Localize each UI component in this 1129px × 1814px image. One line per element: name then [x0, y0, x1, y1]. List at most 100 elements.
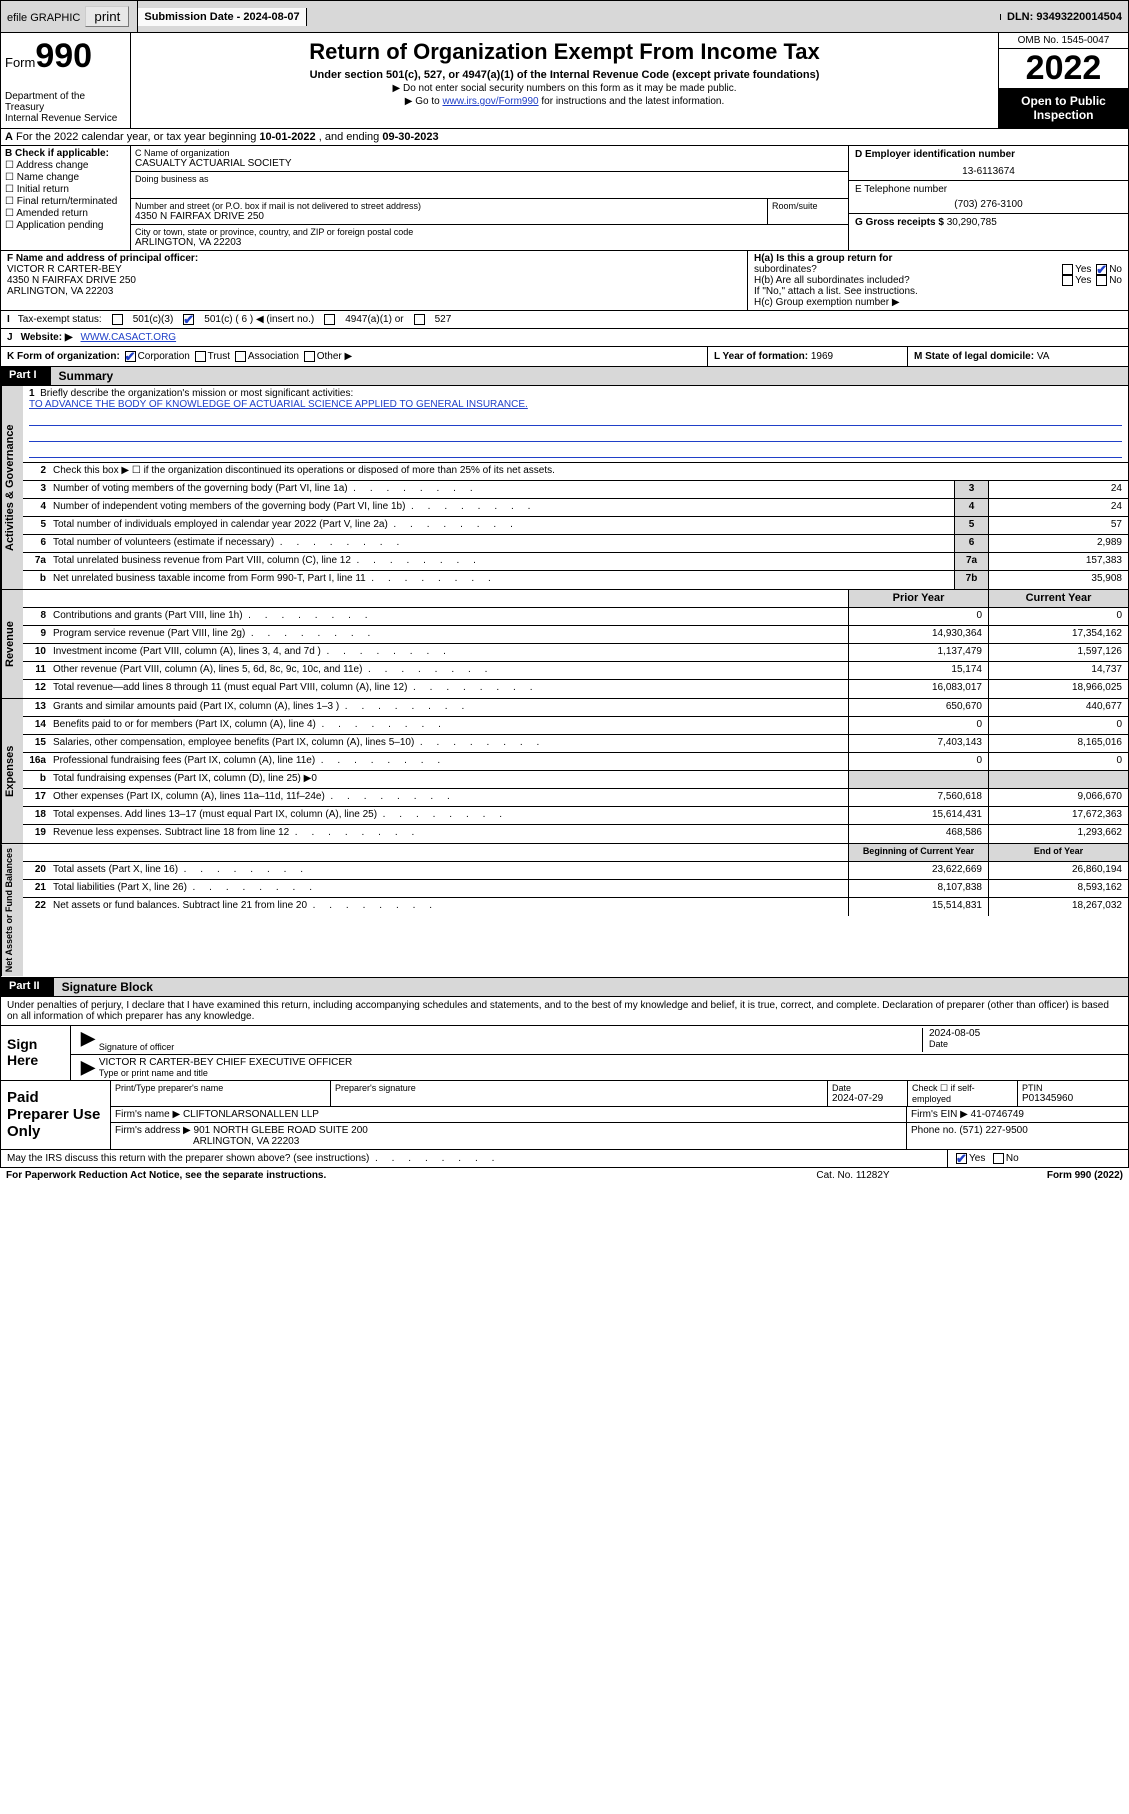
rev-line-12: 12 Total revenue—add lines 8 through 11 …	[23, 680, 1128, 698]
firm-name: CLIFTONLARSONALLEN LLP	[183, 1109, 319, 1120]
irs-link[interactable]: www.irs.gov/Form990	[442, 96, 538, 107]
phone-label: E Telephone number	[855, 184, 1122, 195]
hb-yes[interactable]	[1062, 275, 1073, 286]
cat-no: Cat. No. 11282Y	[763, 1170, 943, 1181]
goto-note: ▶ Go to www.irs.gov/Form990 for instruct…	[139, 96, 990, 107]
city-label: City or town, state or province, country…	[135, 227, 844, 237]
dln: DLN: 93493220014504	[1001, 8, 1128, 26]
exp-line-b: b Total fundraising expenses (Part IX, c…	[23, 771, 1128, 789]
tax-year: 2022	[999, 49, 1128, 88]
chk-501c3[interactable]	[112, 314, 123, 325]
firm-ein: 41-0746749	[971, 1109, 1024, 1120]
form-number: Form990	[5, 37, 126, 76]
ein-label: D Employer identification number	[855, 149, 1015, 160]
section-bcd: B Check if applicable: ☐ Address change …	[0, 146, 1129, 251]
omb-number: OMB No. 1545-0047	[999, 33, 1128, 49]
chk-assoc[interactable]	[235, 351, 246, 362]
line-7a: 7a Total unrelated business revenue from…	[23, 553, 1128, 571]
firm-addr-label: Firm's address ▶	[115, 1125, 191, 1136]
dba-value	[135, 184, 844, 196]
officer-name: VICTOR R CARTER-BEY CHIEF EXECUTIVE OFFI…	[99, 1057, 1122, 1068]
chk-501c[interactable]	[183, 314, 194, 325]
line-7b: b Net unrelated business taxable income …	[23, 571, 1128, 589]
prep-date: 2024-07-29	[832, 1093, 903, 1104]
chk-trust[interactable]	[195, 351, 206, 362]
chk-name-change[interactable]: ☐ Name change	[5, 172, 126, 183]
mission-text[interactable]: TO ADVANCE THE BODY OF KNOWLEDGE OF ACTU…	[29, 399, 528, 410]
firm-addr2: ARLINGTON, VA 22203	[193, 1136, 299, 1147]
sign-here-label: Sign Here	[1, 1026, 71, 1080]
tax-status-label: Tax-exempt status:	[18, 314, 102, 325]
rev-line-9: 9 Program service revenue (Part VIII, li…	[23, 626, 1128, 644]
firm-phone: (571) 227-9500	[959, 1125, 1027, 1136]
part2-header: Part II Signature Block	[0, 978, 1129, 997]
chk-corp[interactable]	[125, 351, 136, 362]
topbar-spacer	[307, 14, 1001, 20]
exp-line-13: 13 Grants and similar amounts paid (Part…	[23, 699, 1128, 717]
na-line-21: 21 Total liabilities (Part X, line 26) 8…	[23, 880, 1128, 898]
section-f: F Name and address of principal officer:…	[1, 251, 748, 310]
hc-label: H(c) Group exemption number ▶	[754, 297, 1122, 308]
city: ARLINGTON, VA 22203	[135, 237, 844, 248]
chk-app-pending[interactable]: ☐ Application pending	[5, 220, 126, 231]
signature-block: Under penalties of perjury, I declare th…	[0, 997, 1129, 1081]
prep-hdr-ptin: PTIN	[1022, 1083, 1124, 1093]
chk-initial-return[interactable]: ☐ Initial return	[5, 184, 126, 195]
discuss-question: May the IRS discuss this return with the…	[7, 1153, 369, 1164]
part2-title: Signature Block	[54, 978, 1128, 996]
ein-value: 13-6113674	[855, 160, 1122, 177]
topbar: efile GRAPHIC print Submission Date - 20…	[0, 0, 1129, 33]
exp-line-15: 15 Salaries, other compensation, employe…	[23, 735, 1128, 753]
header-mid: Return of Organization Exempt From Incom…	[131, 33, 998, 128]
section-m: M State of legal domicile: VA	[908, 347, 1128, 366]
discuss-row: May the IRS discuss this return with the…	[0, 1150, 1129, 1168]
section-h: H(a) Is this a group return for subordin…	[748, 251, 1128, 310]
prep-self-emp[interactable]: Check ☐ if self-employed	[908, 1081, 1018, 1106]
penalty-text: Under penalties of perjury, I declare th…	[1, 997, 1128, 1026]
net-assets-section: Net Assets or Fund Balances Beginning of…	[0, 844, 1129, 977]
chk-amended[interactable]: ☐ Amended return	[5, 208, 126, 219]
chk-4947[interactable]	[324, 314, 335, 325]
chk-address-change[interactable]: ☐ Address change	[5, 160, 126, 171]
sig-arrow-icon: ▶	[77, 1028, 99, 1052]
discuss-no[interactable]	[993, 1153, 1004, 1164]
phone-value: (703) 276-3100	[855, 195, 1122, 210]
section-b: B Check if applicable: ☐ Address change …	[1, 146, 131, 250]
ha-no[interactable]	[1096, 264, 1107, 275]
paperwork-notice: For Paperwork Reduction Act Notice, see …	[6, 1170, 763, 1181]
chk-527[interactable]	[414, 314, 425, 325]
col-eoy: End of Year	[988, 844, 1128, 861]
part1-header: Part I Summary	[0, 367, 1129, 386]
ein-label2: Firm's EIN ▶	[911, 1109, 968, 1120]
gross-value: 30,290,785	[947, 217, 997, 228]
chk-other[interactable]	[304, 351, 315, 362]
exp-line-19: 19 Revenue less expenses. Subtract line …	[23, 825, 1128, 843]
website-label: Website: ▶	[21, 332, 73, 343]
section-deg: D Employer identification number 13-6113…	[848, 146, 1128, 250]
website-link[interactable]: WWW.CASACT.ORG	[81, 332, 177, 343]
exp-line-14: 14 Benefits paid to or for members (Part…	[23, 717, 1128, 735]
room-suite: Room/suite	[768, 199, 848, 224]
discuss-yes[interactable]	[956, 1153, 967, 1164]
hb-no[interactable]	[1096, 275, 1107, 286]
gross-label: G Gross receipts $	[855, 217, 947, 228]
ha-yes[interactable]	[1062, 264, 1073, 275]
line-6: 6 Total number of volunteers (estimate i…	[23, 535, 1128, 553]
form-subtitle: Under section 501(c), 527, or 4947(a)(1)…	[139, 69, 990, 81]
col-prior-year: Prior Year	[848, 590, 988, 607]
part2-badge: Part II	[1, 978, 54, 996]
tab-expenses: Expenses	[1, 699, 23, 843]
preparer-title: Paid Preparer Use Only	[1, 1081, 111, 1149]
exp-line-16a: 16a Professional fundraising fees (Part …	[23, 753, 1128, 771]
chk-final-return[interactable]: ☐ Final return/terminated	[5, 196, 126, 207]
street-label: Number and street (or P.O. box if mail i…	[135, 201, 763, 211]
print-button[interactable]: print	[85, 6, 129, 27]
firm-label: Firm's name ▶	[115, 1109, 180, 1120]
exp-line-17: 17 Other expenses (Part IX, column (A), …	[23, 789, 1128, 807]
rev-line-8: 8 Contributions and grants (Part VIII, l…	[23, 608, 1128, 626]
officer-label: Type or print name and title	[99, 1068, 1122, 1078]
section-k: K Form of organization: Corporation Trus…	[1, 347, 708, 366]
rev-line-10: 10 Investment income (Part VIII, column …	[23, 644, 1128, 662]
header-left: Form990 Department of the Treasury Inter…	[1, 33, 131, 128]
prep-hdr-date: Date	[832, 1083, 903, 1093]
